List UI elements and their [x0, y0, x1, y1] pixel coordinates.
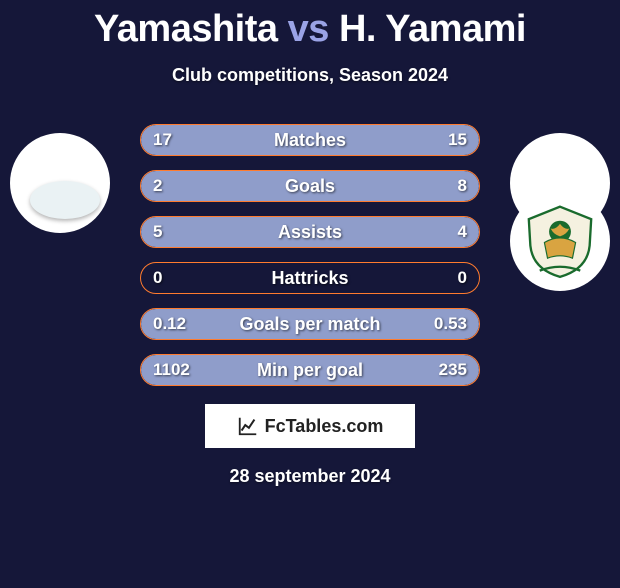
vs-text: vs	[288, 8, 329, 50]
stat-value-right: 235	[439, 360, 467, 380]
player2-club-badge	[510, 191, 610, 291]
stat-value-left: 5	[153, 222, 162, 242]
stat-row: Matches17 15	[140, 124, 480, 156]
stat-value-left: 2	[153, 176, 162, 196]
stat-row: Hattricks0 0	[140, 262, 480, 294]
subtitle: Club competitions, Season 2024	[0, 65, 620, 86]
watermark: FcTables.com	[205, 404, 415, 448]
chart-icon	[237, 415, 259, 437]
stat-row: Assists5 4	[140, 216, 480, 248]
stat-label: Min per goal	[141, 360, 479, 381]
player1-club-badge	[30, 181, 100, 219]
stat-value-right: 0	[458, 268, 467, 288]
stat-value-right: 0.53	[434, 314, 467, 334]
watermark-text: FcTables.com	[265, 416, 384, 437]
stat-value-left: 1102	[153, 360, 190, 380]
club-crest-icon	[521, 202, 599, 280]
date: 28 september 2024	[0, 466, 620, 487]
stat-row: Goals per match0.12 0.53	[140, 308, 480, 340]
stat-label: Goals	[141, 176, 479, 197]
stat-value-right: 8	[458, 176, 467, 196]
stats-table: Matches17 15 Goals2 8 Assists5 4 Hattricks0 0 Go…	[140, 124, 480, 386]
stat-label: Assists	[141, 222, 479, 243]
stat-value-left: 0.12	[153, 314, 186, 334]
stat-label: Hattricks	[141, 268, 479, 289]
stat-row: Goals2 8	[140, 170, 480, 202]
stat-label: Goals per match	[141, 314, 479, 335]
stat-value-right: 4	[458, 222, 467, 242]
page-title: Yamashita vs H. Yamami	[0, 8, 620, 51]
stat-value-left: 17	[153, 130, 172, 150]
stat-value-left: 0	[153, 268, 162, 288]
stat-value-right: 15	[448, 130, 467, 150]
player2-avatar	[510, 133, 610, 233]
player2-name: H. Yamami	[339, 8, 526, 50]
stat-label: Matches	[141, 130, 479, 151]
stat-row: Min per goal1102 235	[140, 354, 480, 386]
player1-avatar	[10, 133, 110, 233]
player1-name: Yamashita	[94, 8, 278, 50]
